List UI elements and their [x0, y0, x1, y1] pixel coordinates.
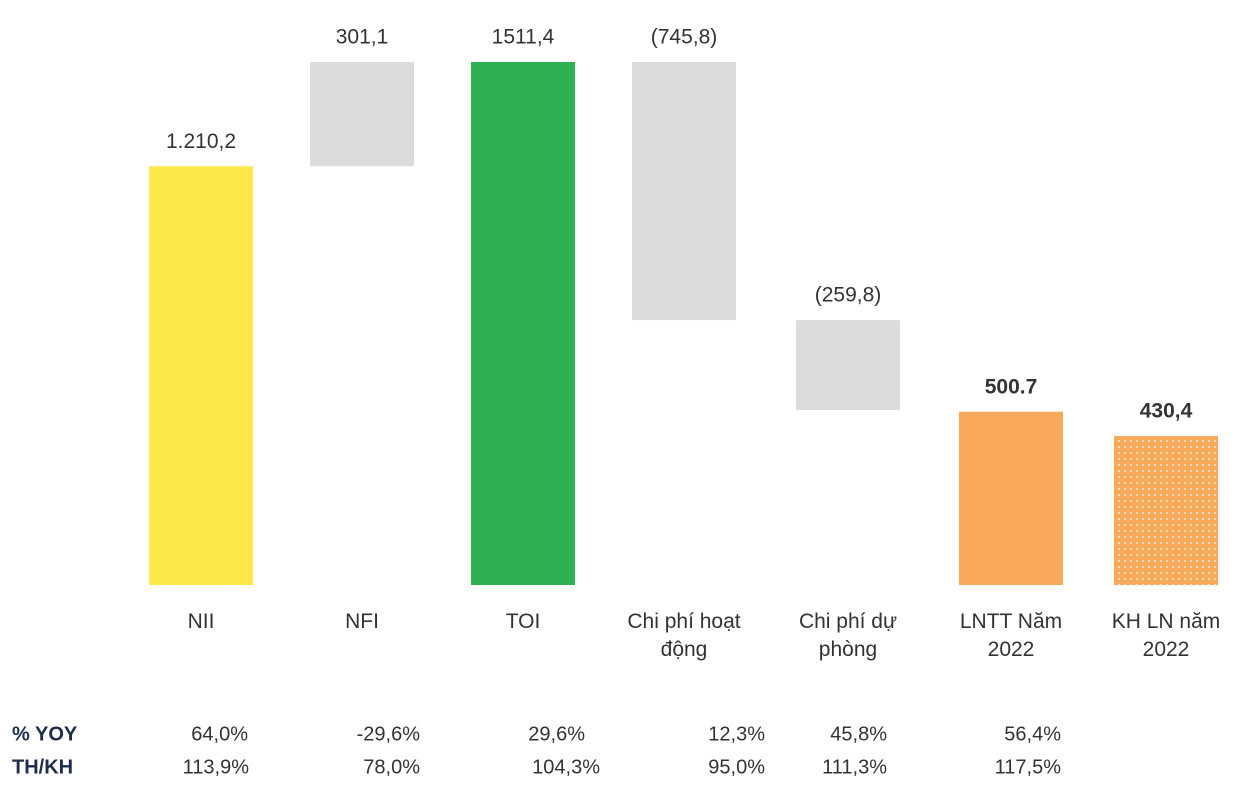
table-cell: 117,5% — [995, 756, 1062, 778]
table-cell: 64,0% — [191, 723, 248, 745]
x-tick-label: Chi phí hoạt động — [627, 610, 740, 661]
table-cell: 111,3% — [822, 756, 887, 778]
x-tick-label: TOI — [506, 610, 541, 633]
value-label: 430,4 — [1140, 400, 1193, 423]
table-cell: 29,6% — [528, 723, 585, 745]
table-cell: 104,3% — [532, 756, 600, 778]
x-tick-label: NII — [188, 610, 215, 633]
x-tick-label: KH LN năm 2022 — [1112, 610, 1221, 661]
x-tick-label: LNTT Năm 2022 — [960, 610, 1062, 661]
row-label: TH/KH — [12, 756, 73, 778]
value-label: (745,8) — [651, 26, 718, 49]
table-cell: 78,0% — [363, 756, 420, 778]
bar — [1114, 436, 1218, 585]
bar — [959, 411, 1063, 585]
x-tick-label: NFI — [345, 610, 379, 633]
table-cell: 45,8% — [830, 723, 887, 745]
bar — [471, 62, 575, 585]
table-cell: -29,6% — [357, 723, 421, 745]
bar — [149, 166, 253, 586]
value-label: 301,1 — [336, 26, 389, 49]
table-cell: 95,0% — [708, 756, 765, 778]
table-cell: 56,4% — [1004, 723, 1061, 745]
bar — [632, 62, 736, 321]
table-cell: 113,9% — [183, 756, 250, 778]
table-cell: 12,3% — [708, 723, 765, 745]
value-label: 1.210,2 — [166, 130, 236, 153]
value-label: (259,8) — [815, 284, 882, 307]
row-label: % YOY — [12, 723, 78, 745]
bar — [310, 62, 414, 167]
x-tick-label: Chi phí dự phòng — [799, 610, 897, 661]
bar — [796, 320, 900, 410]
value-label: 1511,4 — [492, 26, 555, 49]
value-label: 500.7 — [985, 375, 1038, 398]
